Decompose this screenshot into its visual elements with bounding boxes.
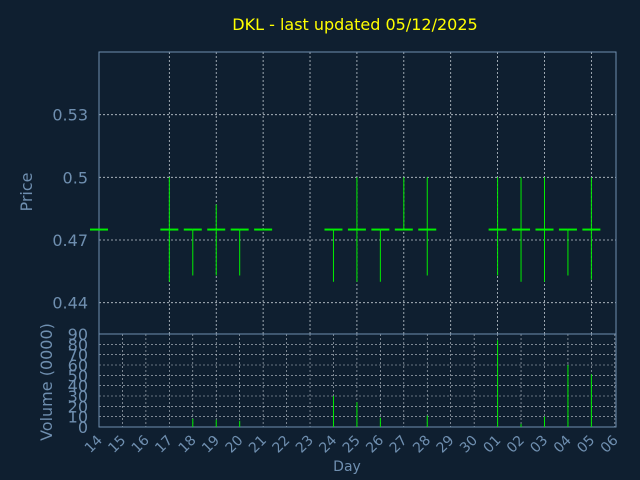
volume-tick-label: 90 (68, 325, 88, 344)
price-tick-label: 0.44 (52, 294, 88, 313)
x-tick-label: 05 (574, 433, 598, 457)
volume-tick-label: 40 (68, 377, 88, 396)
x-tick-label: 22 (269, 433, 293, 457)
volume-tick-label: 0 (78, 418, 88, 437)
x-tick-label: 21 (246, 433, 270, 457)
x-tick-label: 06 (598, 432, 622, 456)
x-tick-label: 03 (527, 433, 551, 457)
x-tick-label: 30 (457, 433, 481, 457)
x-tick-label: 27 (387, 433, 411, 457)
chart-title: DKL - last updated 05/12/2025 (232, 15, 477, 34)
x-axis-label: Day (333, 459, 361, 475)
x-tick-label: 02 (504, 433, 528, 457)
price-frame (98, 51, 617, 335)
price-axis-label: Price (17, 172, 36, 211)
x-tick-label: 23 (293, 433, 317, 457)
x-tick-label: 19 (199, 433, 223, 457)
x-tick-label: 28 (410, 433, 434, 457)
x-tick-label: 25 (340, 433, 364, 457)
volume-axis-label: Volume (0000) (37, 323, 56, 441)
price-tick-label: 0.47 (52, 231, 88, 250)
x-tick-label: 26 (363, 432, 387, 456)
price-tick-label: 0.53 (52, 106, 88, 125)
x-tick-label: 01 (481, 433, 505, 457)
volume-tick-label: 70 (68, 346, 88, 365)
volume-tick-label: 50 (68, 366, 88, 385)
volume-frame (98, 333, 617, 428)
price-panel: 0.44 0.47 0.5 0.53 (52, 51, 617, 335)
x-tick-label: 20 (223, 433, 247, 457)
volume-tick-label: 20 (68, 397, 88, 416)
x-tick-label: 24 (316, 432, 340, 456)
x-tick-label: 15 (105, 433, 129, 457)
x-tick-label: 04 (551, 432, 575, 456)
x-tick-label: 17 (152, 433, 176, 457)
x-tick-label: 16 (129, 432, 153, 456)
volume-tick-label: 30 (68, 387, 88, 406)
price-tick-label: 0.5 (63, 168, 88, 187)
x-tick-label: 18 (176, 433, 200, 457)
x-tick-label: 29 (434, 433, 458, 457)
volume-tick-label: 10 (68, 408, 88, 427)
volume-tick-label: 80 (68, 335, 88, 354)
volume-tick-label: 60 (68, 356, 88, 375)
